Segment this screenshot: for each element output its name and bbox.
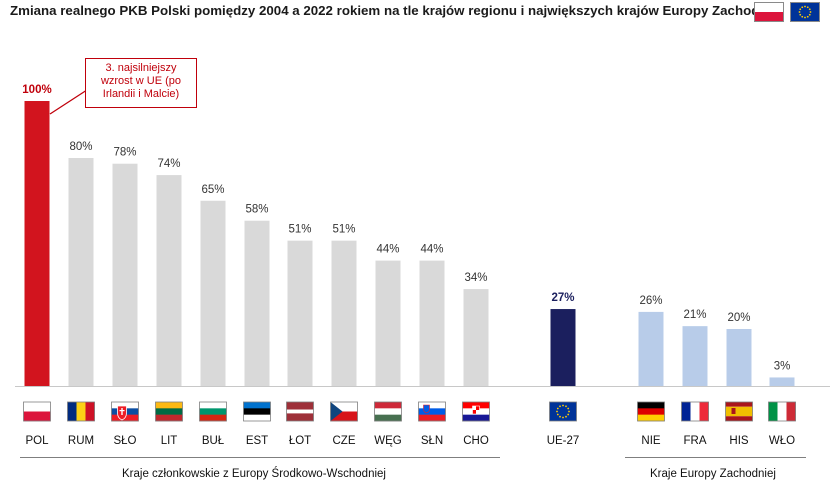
value-label-lit: 74%: [157, 158, 180, 170]
flag-his-icon: [725, 401, 753, 422]
bar-lit: [156, 175, 182, 386]
category-label-wło: WŁO: [769, 435, 795, 447]
callout-line-1: 3. najsilniejszy: [105, 62, 177, 74]
category-label-nie: NIE: [641, 435, 661, 447]
flag-słn-icon: [418, 401, 446, 422]
category-label-łot: ŁOT: [289, 435, 311, 447]
flag-fra-icon: [681, 401, 709, 422]
bar-łot: [287, 240, 313, 386]
category-label-lit: LIT: [161, 435, 178, 447]
category-label-pol: POL: [25, 435, 49, 447]
flag-est-icon: [243, 401, 271, 422]
value-label-ue-27: 27%: [551, 292, 574, 304]
value-label-est: 58%: [245, 204, 268, 216]
bar-wło: [769, 377, 795, 386]
value-label-cho: 34%: [464, 272, 487, 284]
flag-buł-icon: [199, 401, 227, 422]
bar-nie: [638, 311, 664, 386]
bar-węg: [375, 260, 401, 386]
group-label-cee: Kraje członkowskie z Europy Środkowo-Wsc…: [122, 468, 386, 480]
value-label-łot: 51%: [288, 224, 311, 236]
category-label-est: EST: [246, 435, 268, 447]
value-label-sło: 78%: [113, 147, 136, 159]
value-label-his: 20%: [727, 312, 750, 324]
bar-buł: [200, 200, 226, 386]
flag-węg-icon: [374, 401, 402, 422]
value-label-pol: 100%: [22, 84, 51, 96]
flag-lit-icon: [155, 401, 183, 422]
flag-cho-icon: [462, 401, 490, 422]
category-label-słn: SŁN: [421, 435, 443, 447]
category-label-cho: CHO: [463, 435, 489, 447]
value-label-fra: 21%: [683, 309, 706, 321]
bar-cze: [331, 240, 357, 386]
bar-est: [244, 220, 270, 386]
group-label-west: Kraje Europy Zachodniej: [650, 468, 776, 480]
flag-łot-icon: [286, 401, 314, 422]
flag-rum-icon: [67, 401, 95, 422]
value-label-buł: 65%: [201, 184, 224, 196]
eu-stars-icon: [798, 5, 812, 19]
bar-his: [726, 329, 752, 386]
flag-cze-icon: [330, 401, 358, 422]
chart-title: Zmiana realnego PKB Polski pomiędzy 2004…: [10, 3, 783, 18]
value-label-rum: 80%: [69, 141, 92, 153]
category-label-ue-27: UE-27: [547, 435, 580, 447]
flag-ue-27-icon: [549, 401, 577, 422]
flag-pol-icon: [23, 401, 51, 422]
category-label-węg: WĘG: [374, 435, 402, 447]
value-label-węg: 44%: [376, 244, 399, 256]
value-label-słn: 44%: [420, 244, 443, 256]
value-label-nie: 26%: [639, 295, 662, 307]
value-label-wło: 3%: [774, 360, 791, 372]
flag-wło-icon: [768, 401, 796, 422]
category-label-cze: CZE: [333, 435, 356, 447]
bar-pol: [24, 101, 50, 386]
poland-flag-icon: [754, 2, 784, 22]
callout-line-2: wzrost w UE (po: [100, 75, 182, 87]
category-label-sło: SŁO: [113, 435, 136, 447]
category-label-fra: FRA: [684, 435, 707, 447]
category-label-his: HIS: [729, 435, 749, 447]
flag-sło-icon: [111, 401, 139, 422]
value-label-cze: 51%: [332, 224, 355, 236]
eu-flag-icon: [790, 2, 820, 22]
callout-annotation: 3. najsilniejszy wzrost w UE (po Irlandi…: [85, 58, 197, 108]
bar-sło: [112, 163, 138, 386]
bar-rum: [68, 158, 94, 386]
bar-fra: [682, 326, 708, 386]
bar-ue-27: [550, 309, 576, 386]
flag-nie-icon: [637, 401, 665, 422]
bar-słn: [419, 260, 445, 386]
category-label-rum: RUM: [68, 435, 94, 447]
callout-line-3: Irlandii i Malcie): [102, 88, 180, 100]
callout-pointer: [49, 87, 91, 115]
bar-cho: [463, 289, 489, 386]
category-label-buł: BUŁ: [202, 435, 225, 447]
